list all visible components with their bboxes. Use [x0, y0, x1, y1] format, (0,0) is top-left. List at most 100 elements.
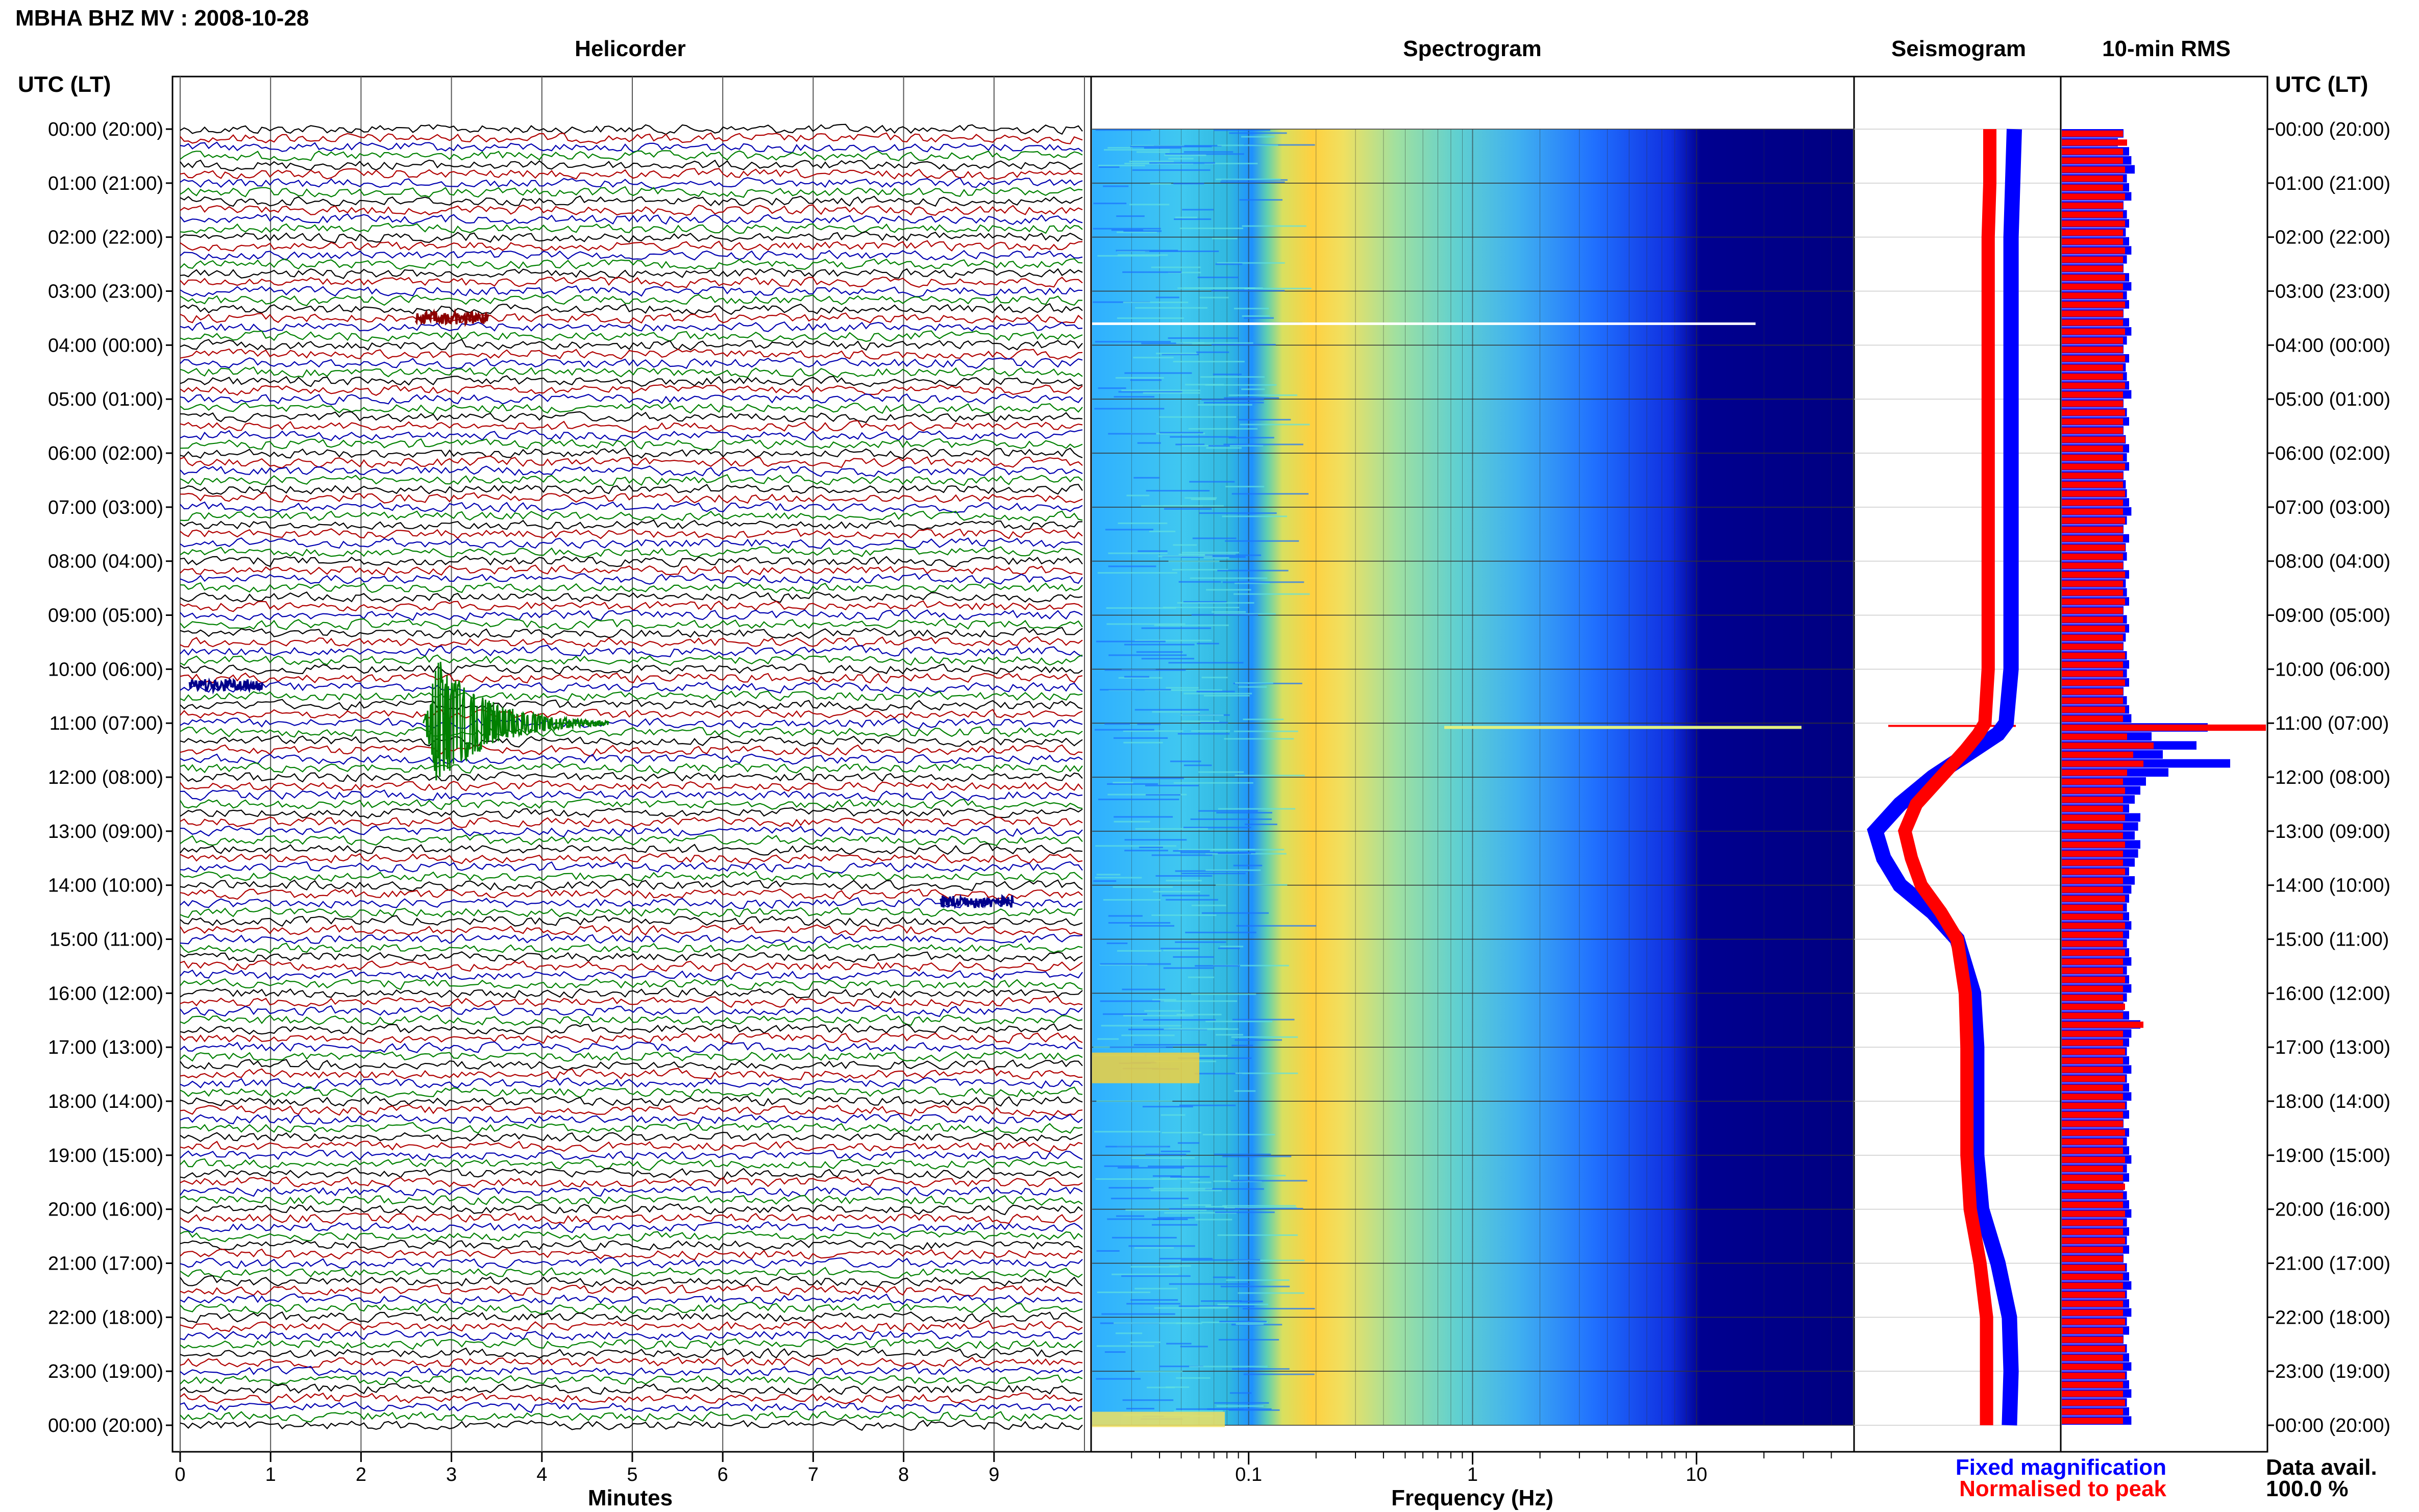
rms-bar-normalised	[2062, 823, 2123, 830]
rms-bar-normalised	[2062, 1193, 2123, 1199]
spectrogram-texture	[1154, 1307, 1228, 1309]
spectrogram-texture	[1155, 296, 1179, 299]
hour-label-right: 15:00 (11:00)	[2275, 929, 2389, 951]
rms-panel	[2060, 76, 2268, 1453]
helicorder-trace	[180, 951, 1083, 963]
hour-label-right: 14:00 (10:00)	[2275, 875, 2390, 897]
helicorder-trace	[180, 1212, 1083, 1224]
rms-bar-normalised	[2062, 481, 2123, 488]
hour-label-left: 18:00 (14:00)	[48, 1091, 163, 1112]
spectrogram-texture	[1225, 540, 1299, 542]
helicorder-trace	[180, 528, 1083, 540]
rms-bar-normalised	[2062, 1102, 2125, 1109]
spectrogram-texture	[1133, 357, 1174, 359]
spectrogram-texture	[1213, 964, 1289, 966]
rms-bar-normalised	[2062, 1399, 2125, 1406]
hour-label-right: 01:00 (21:00)	[2275, 173, 2390, 194]
spectrogram-texture	[1105, 1146, 1170, 1148]
spectrogram-texture	[1141, 658, 1195, 660]
helicorder-trace	[180, 411, 1083, 424]
rms-bar-normalised	[2062, 859, 2123, 866]
rms-bar-normalised	[2062, 373, 2123, 380]
helicorder-trace	[180, 1167, 1083, 1180]
helicorder-trace	[180, 1330, 1083, 1342]
spectrogram-texture	[1224, 1207, 1297, 1209]
helicorder-trace	[180, 1301, 1083, 1315]
spectrogram-texture	[1108, 565, 1156, 567]
helicorder-trace	[180, 573, 1083, 585]
spectrogram-texture	[1235, 1207, 1303, 1209]
spectrogram-texture	[1151, 1224, 1198, 1226]
spectrogram-texture	[1214, 613, 1276, 615]
spectrogram-texture	[1233, 593, 1310, 595]
spectrogram-texture	[1163, 950, 1198, 952]
spectrogram-texture	[1163, 505, 1224, 507]
helicorder-trace	[180, 798, 1083, 810]
spectrogram-texture	[1093, 880, 1117, 882]
spectrogram-texture	[1095, 1178, 1177, 1180]
spectrogram-texture	[1123, 1014, 1194, 1017]
rms-bar-normalised	[2062, 409, 2125, 416]
helicorder-trace	[180, 960, 1083, 973]
spectrogram-texture	[1096, 1100, 1173, 1102]
helicorder-trace	[180, 690, 1083, 702]
spectrogram-texture	[1189, 481, 1235, 483]
spectrogram-texture	[1181, 873, 1246, 875]
hour-label-left: 17:00 (13:00)	[48, 1037, 163, 1058]
rms-bar-normalised	[2062, 1030, 2123, 1037]
spectrogram-texture	[1150, 1189, 1222, 1192]
spectrogram-texture	[1103, 149, 1170, 151]
spectrogram-texture	[1222, 581, 1304, 583]
spectrogram-texture	[1183, 287, 1263, 289]
spectrogram-texture	[1118, 677, 1163, 679]
hour-label-right: 22:00 (18:00)	[2275, 1307, 2390, 1328]
rms-bar-normalised	[2062, 985, 2123, 992]
spectrogram-texture	[1149, 1187, 1213, 1189]
spectrogram-texture	[1152, 999, 1176, 1001]
spectrogram-texture	[1118, 522, 1168, 524]
hour-label-left: 06:00 (02:00)	[48, 443, 163, 464]
helicorder-trace	[180, 268, 1083, 279]
rms-bar-normalised	[2062, 1246, 2123, 1253]
helicorder-trace	[180, 1051, 1083, 1062]
spectrogram-texture	[1239, 199, 1283, 201]
spectrogram-texture	[1236, 1323, 1264, 1325]
rms-bar-normalised	[2062, 247, 2125, 254]
hour-label-right: 04:00 (00:00)	[2275, 335, 2390, 356]
rms-bar-normalised	[2062, 571, 2125, 578]
rms-bar-normalised	[2062, 1309, 2123, 1316]
spectrogram-texture	[1217, 144, 1278, 146]
spectrogram-texture	[1099, 689, 1171, 691]
helicorder-trace	[180, 1176, 1083, 1188]
helicorder-trace	[180, 204, 1083, 216]
spectrogram-texture	[1220, 1285, 1290, 1287]
helicorder-trace	[180, 834, 1083, 847]
spectrogram-texture	[1197, 642, 1219, 645]
spectrogram-texture	[1190, 1181, 1212, 1183]
helicorder-trace	[180, 735, 1083, 748]
spectrogram-gap-line	[1092, 322, 1756, 325]
spectrogram-title: Spectrogram	[1403, 36, 1541, 61]
spectrogram-texture	[1244, 317, 1274, 319]
helicorder-trace	[180, 762, 1083, 774]
rms-bar-normalised	[2062, 1147, 2123, 1154]
spectrogram-texture	[1178, 554, 1236, 556]
spectrogram-texture	[1233, 1175, 1286, 1177]
spectrogram-texture	[1168, 158, 1194, 160]
spectrogram-texture	[1130, 145, 1212, 147]
helicorder-trace	[180, 312, 1083, 324]
hour-label-left: 07:00 (03:00)	[48, 497, 163, 518]
spectrogram-texture	[1162, 895, 1210, 897]
spectrogram-texture	[1160, 1000, 1238, 1002]
helicorder-trace	[180, 1392, 1083, 1404]
spectrogram-texture	[1233, 308, 1269, 310]
spectrogram-texture	[1230, 1180, 1307, 1182]
helicorder-trace	[180, 1275, 1083, 1287]
spectrogram-texture	[1094, 408, 1165, 410]
spectrogram-texture	[1160, 948, 1200, 950]
minute-tick-label: 0	[175, 1464, 185, 1485]
spectrogram-texture	[1124, 850, 1168, 852]
spectrogram-texture	[1141, 342, 1192, 344]
spectrogram-texture	[1184, 497, 1217, 499]
helicorder-trace	[180, 816, 1083, 828]
